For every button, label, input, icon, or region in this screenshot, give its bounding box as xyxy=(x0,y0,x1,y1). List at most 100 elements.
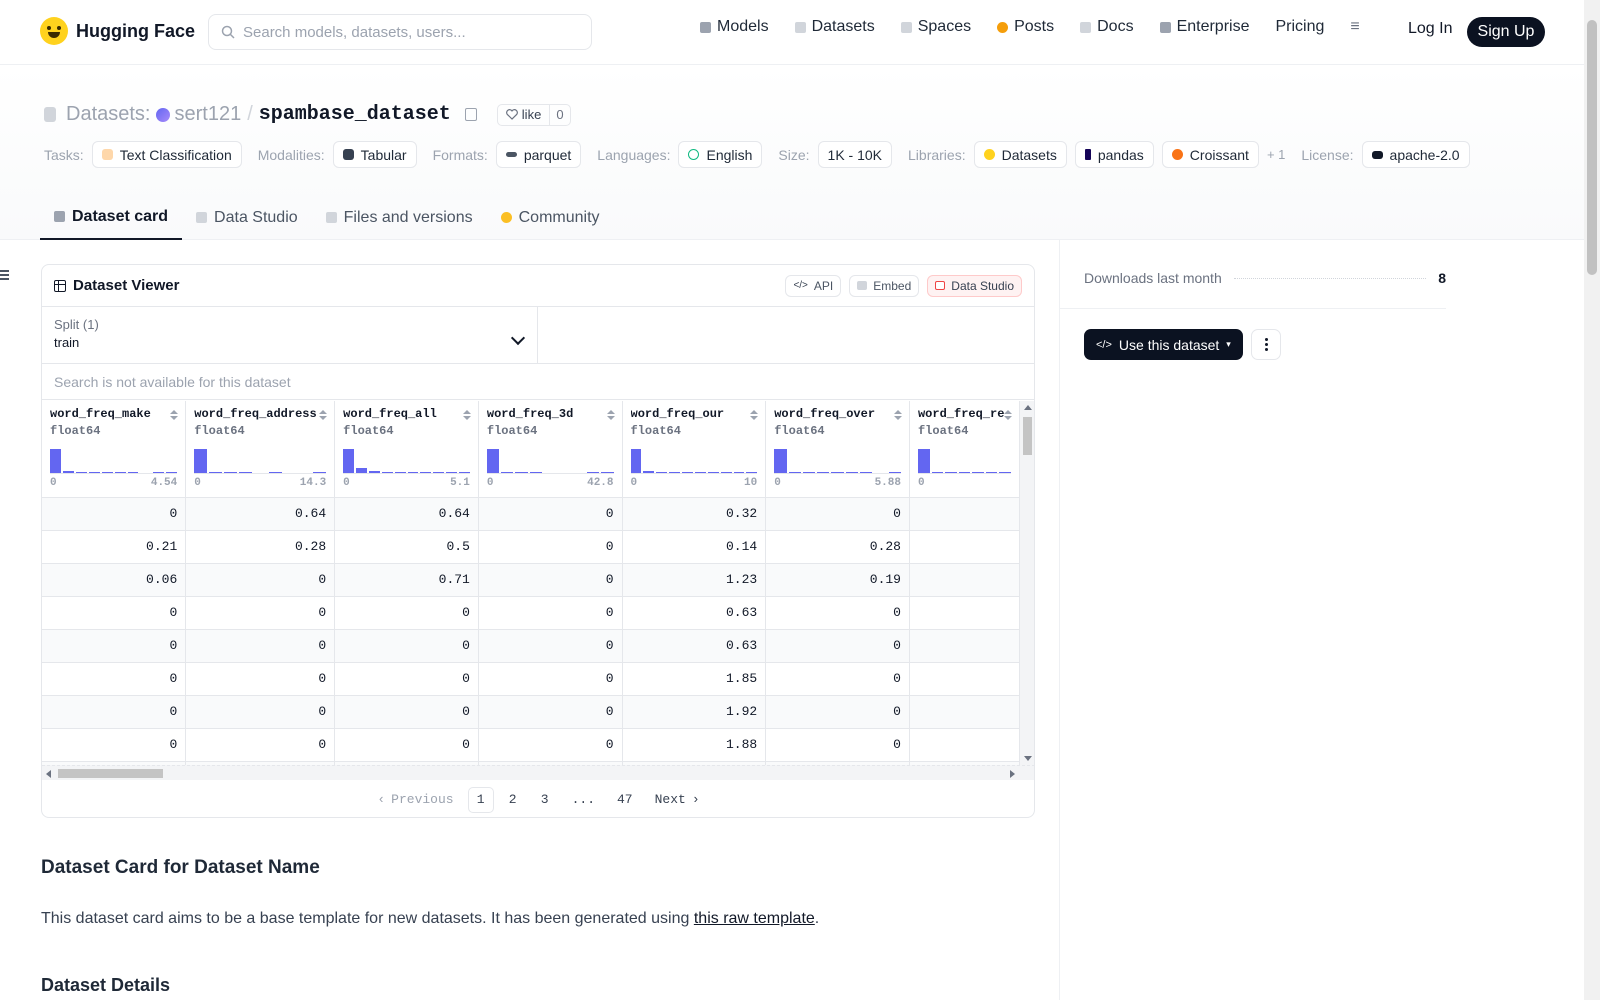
histogram-bar[interactable] xyxy=(486,449,500,473)
logo-link[interactable]: Hugging Face xyxy=(40,17,195,45)
tag-format[interactable]: parquet xyxy=(495,141,582,168)
table-cell[interactable]: 0.71 xyxy=(334,563,479,597)
login-link[interactable]: Log In xyxy=(1408,20,1453,37)
table-cell[interactable]: 0 xyxy=(42,629,187,663)
sort-icon[interactable] xyxy=(606,410,615,420)
embed-button[interactable]: Embed xyxy=(849,274,920,297)
table-cell[interactable]: 0 xyxy=(42,497,187,531)
histogram-bar[interactable] xyxy=(459,472,470,473)
table-cell[interactable]: 0 xyxy=(42,596,187,630)
nav-enterprise[interactable]: Enterprise xyxy=(1159,18,1249,36)
histogram-bar[interactable] xyxy=(720,472,732,473)
histogram-bar[interactable] xyxy=(802,472,816,473)
tab-data-studio[interactable]: Data Studio xyxy=(182,195,312,240)
horizontal-scrollbar[interactable] xyxy=(42,765,1034,780)
table-cell[interactable]: 0 xyxy=(185,563,336,597)
nav-pricing[interactable]: Pricing xyxy=(1275,18,1324,36)
table-row[interactable]: 0 0 0 0 1.85 0 xyxy=(42,662,1020,696)
nav-models[interactable]: Models xyxy=(700,18,769,36)
page-button[interactable]: 1 xyxy=(467,786,494,813)
raw-template-link[interactable]: this raw template xyxy=(693,910,815,927)
histogram-bar[interactable] xyxy=(50,449,61,473)
table-cell[interactable]: 0.06 xyxy=(42,563,187,597)
histogram-bar[interactable] xyxy=(224,472,237,473)
table-cell[interactable]: 0 xyxy=(334,629,479,663)
histogram-bar[interactable] xyxy=(958,472,971,473)
scroll-left-arrow-icon[interactable] xyxy=(46,770,51,778)
histogram-bar[interactable] xyxy=(860,472,873,473)
histogram-bar[interactable] xyxy=(544,472,556,473)
histogram-bar[interactable] xyxy=(394,472,406,473)
histogram-bar[interactable] xyxy=(831,472,844,473)
column-header[interactable]: word_freq_our float64 0 10 xyxy=(622,401,767,498)
tag-modality[interactable]: Tabular xyxy=(332,141,417,168)
table-cell[interactable]: 0.63 xyxy=(622,596,767,630)
table-cell[interactable]: 0.19 xyxy=(765,563,910,597)
previous-page-button[interactable]: ‹ Previous xyxy=(369,787,461,813)
histogram-bar[interactable] xyxy=(669,472,681,473)
histogram-bar[interactable] xyxy=(284,472,297,473)
histogram-bar[interactable] xyxy=(381,472,393,473)
more-options-button[interactable] xyxy=(1251,329,1281,360)
table-cell[interactable]: 0 xyxy=(185,596,336,630)
histogram-bar[interactable] xyxy=(558,472,570,473)
copy-icon[interactable] xyxy=(464,108,477,121)
histogram-bar[interactable] xyxy=(845,472,859,473)
table-cell[interactable]: 0 xyxy=(334,695,479,729)
table-cell[interactable]: 0 xyxy=(765,497,910,531)
tag-library-croissant[interactable]: Croissant xyxy=(1161,141,1259,168)
histogram-bar[interactable] xyxy=(630,449,642,473)
use-this-dataset-button[interactable]: </> Use this dataset ▾ xyxy=(1084,329,1243,360)
table-cell[interactable]: 0 xyxy=(185,695,336,729)
column-histogram[interactable] xyxy=(194,446,327,474)
histogram-bar[interactable] xyxy=(586,472,600,473)
histogram-bar[interactable] xyxy=(254,472,267,473)
table-cell[interactable]: 0.64 xyxy=(334,497,479,531)
histogram-bar[interactable] xyxy=(356,468,367,473)
table-cell[interactable] xyxy=(185,761,336,765)
histogram-bar[interactable] xyxy=(874,472,886,473)
histogram-bar[interactable] xyxy=(101,472,113,473)
page-button[interactable]: 47 xyxy=(617,792,633,807)
tab-files-and-versions[interactable]: Files and versions xyxy=(312,195,487,240)
table-cell[interactable]: 0.28 xyxy=(185,530,336,564)
table-row[interactable] xyxy=(42,761,1020,765)
column-header[interactable]: word_freq_all float64 0 5.1 xyxy=(334,401,479,498)
sort-icon[interactable] xyxy=(750,410,759,420)
more-menu-icon[interactable]: ≡ xyxy=(1350,18,1360,35)
table-cell[interactable]: 0 xyxy=(478,563,623,597)
table-cell[interactable] xyxy=(909,728,1020,762)
table-cell[interactable]: 1.23 xyxy=(622,563,767,597)
tab-dataset-card[interactable]: Dataset card xyxy=(40,195,183,240)
table-cell[interactable] xyxy=(42,761,187,765)
histogram-bar[interactable] xyxy=(153,472,165,473)
histogram-bar[interactable] xyxy=(62,471,74,473)
column-header[interactable]: word_freq_3d float64 0 42.8 xyxy=(478,401,623,498)
histogram-bar[interactable] xyxy=(917,449,930,473)
tag-language[interactable]: English xyxy=(678,141,763,168)
page-button[interactable]: 3 xyxy=(540,792,549,807)
table-row[interactable]: 0 0 0 0 1.88 0 xyxy=(42,728,1020,762)
histogram-bar[interactable] xyxy=(774,449,787,473)
table-cell[interactable]: 0.28 xyxy=(765,530,910,564)
viewer-search-input[interactable] xyxy=(54,373,1022,390)
histogram-bar[interactable] xyxy=(515,472,528,473)
global-search-input[interactable] xyxy=(243,23,563,41)
histogram-bar[interactable] xyxy=(194,449,208,473)
histogram-bar[interactable] xyxy=(368,471,380,473)
like-button[interactable]: like 0 xyxy=(496,103,571,126)
histogram-bar[interactable] xyxy=(888,472,902,473)
page-scrollbar[interactable] xyxy=(1584,0,1600,1000)
histogram-bar[interactable] xyxy=(601,472,614,473)
histogram-bar[interactable] xyxy=(446,472,458,473)
sort-icon[interactable] xyxy=(319,410,328,420)
table-cell[interactable]: 0 xyxy=(185,662,336,696)
histogram-bar[interactable] xyxy=(501,472,514,473)
table-cell[interactable]: 0.63 xyxy=(622,629,767,663)
histogram-bar[interactable] xyxy=(817,472,830,473)
histogram-bar[interactable] xyxy=(420,472,432,473)
column-histogram[interactable] xyxy=(917,446,1012,474)
column-histogram[interactable] xyxy=(774,446,902,474)
table-cell[interactable]: 0 xyxy=(334,728,479,762)
table-cell[interactable]: 0 xyxy=(42,695,187,729)
